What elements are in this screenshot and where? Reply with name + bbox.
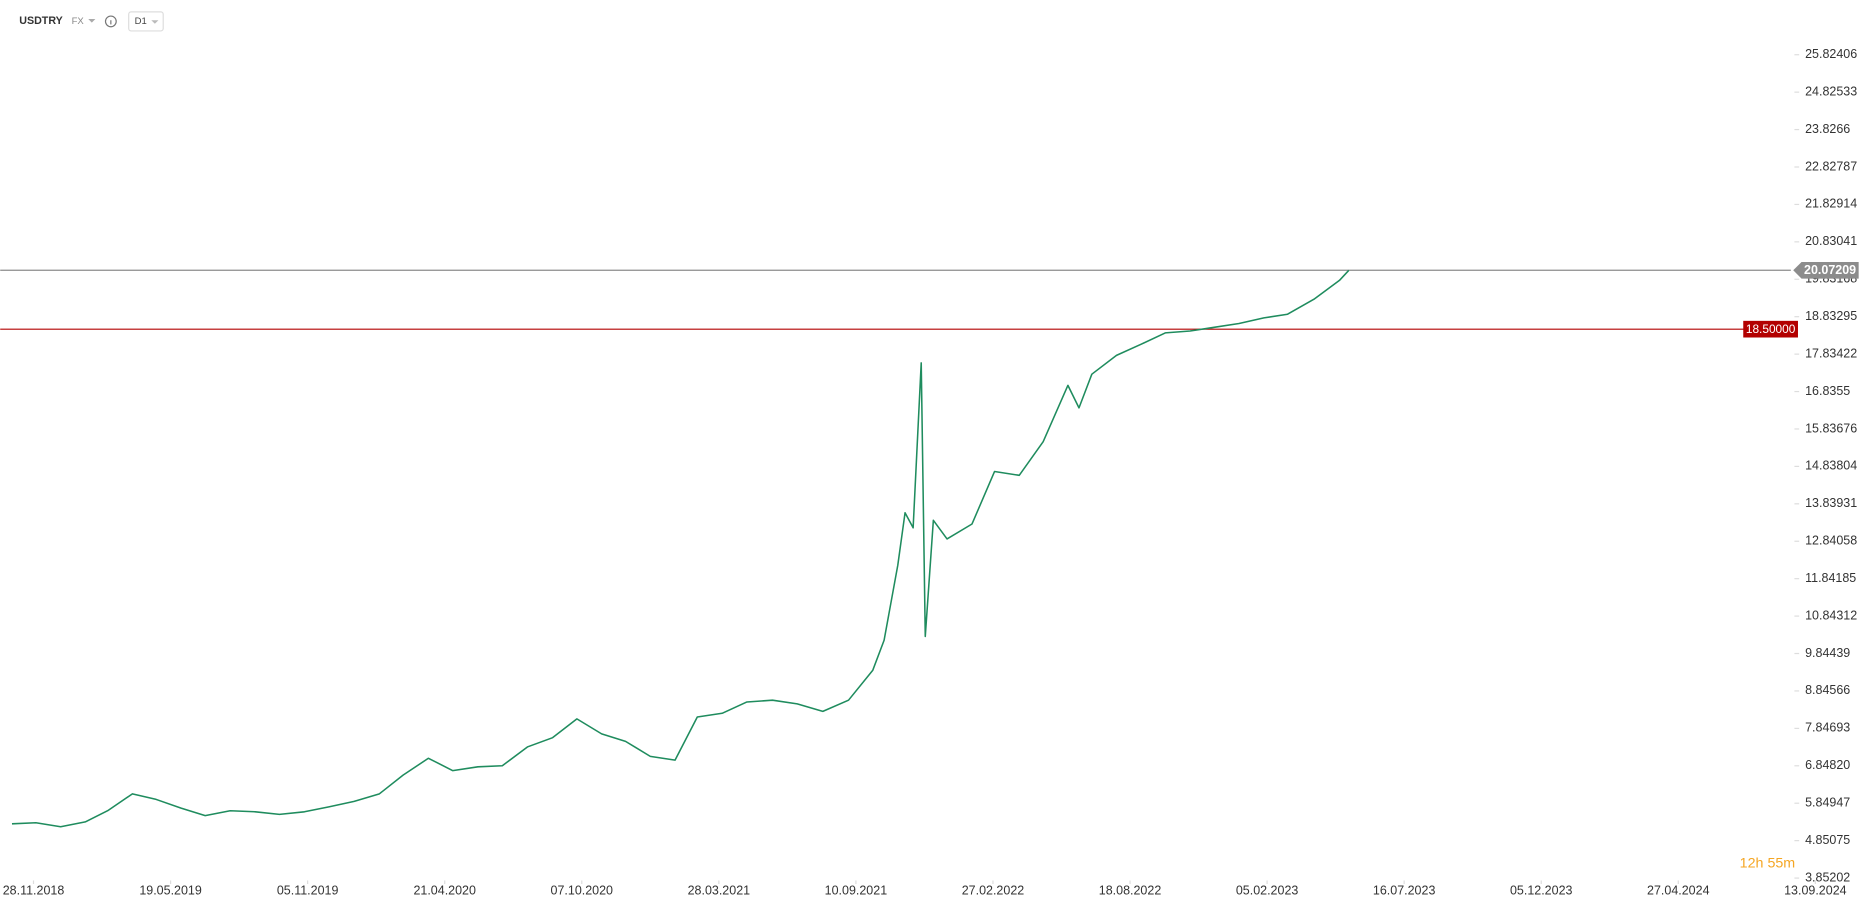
market: FX [72, 16, 85, 27]
x-tick-label: 16.07.2023 [1373, 883, 1436, 897]
x-tick-label: 05.12.2023 [1510, 883, 1573, 897]
y-tick-label: 10.84312 [1805, 608, 1857, 622]
price-label: 18.50000 [1746, 322, 1796, 336]
interval: D1 [135, 16, 147, 27]
x-tick-label: 05.02.2023 [1236, 883, 1299, 897]
y-tick-label: 6.84820 [1805, 758, 1850, 772]
y-tick-label: 7.84693 [1805, 721, 1850, 735]
x-tick-label: 27.02.2022 [962, 883, 1025, 897]
y-tick-label: 21.82914 [1805, 197, 1857, 211]
dropdown-arrow[interactable] [88, 19, 96, 23]
interval-select[interactable] [128, 11, 164, 32]
price-label-box [1743, 320, 1798, 338]
x-tick-label: 28.03.2021 [688, 883, 751, 897]
price-label: 20.07209 [1804, 263, 1856, 277]
y-tick-label: 20.83041 [1805, 234, 1857, 248]
y-tick-label: 22.82787 [1805, 159, 1857, 173]
y-tick-label: 25.82406 [1805, 47, 1857, 61]
countdown: 12h 55m [1740, 856, 1796, 872]
y-tick-label: 4.85075 [1805, 833, 1850, 847]
y-tick-label: 12.84058 [1805, 534, 1857, 548]
y-tick-label: 13.83931 [1805, 496, 1857, 510]
y-tick-label: 16.8355 [1805, 384, 1850, 398]
price-label-box [1793, 261, 1859, 279]
toolbar: USDTRY FX D1 [19, 11, 164, 32]
x-tick-label: 19.05.2019 [139, 883, 202, 897]
x-tick-label: 10.09.2021 [825, 883, 888, 897]
y-tick-label: 11.84185 [1805, 571, 1856, 585]
y-tick-label: 5.84947 [1805, 796, 1850, 810]
x-tick-label: 21.04.2020 [413, 883, 476, 897]
y-tick-label: 14.83804 [1805, 459, 1857, 473]
y-tick-label: 17.83422 [1805, 346, 1857, 360]
symbol[interactable]: USDTRY [19, 15, 63, 27]
x-tick-label: 07.10.2020 [551, 883, 614, 897]
x-tick-label: 13.09.2024 [1784, 883, 1847, 897]
x-tick-label: 05.11.2019 [277, 883, 339, 897]
y-tick-label: 23.8266 [1805, 122, 1850, 136]
y-tick-label: 3.85202 [1805, 870, 1850, 884]
x-tick-label: 27.04.2024 [1647, 883, 1710, 897]
x-tick-label: 28.11.2018 [3, 883, 65, 897]
y-tick-label: 9.84439 [1805, 646, 1850, 660]
y-tick-label: 24.82533 [1805, 84, 1857, 98]
y-tick-label: 8.84566 [1805, 683, 1850, 697]
dropdown-arrow [151, 20, 159, 24]
y-tick-label: 15.83676 [1805, 421, 1857, 435]
x-tick-label: 18.08.2022 [1099, 883, 1162, 897]
info-icon[interactable] [104, 15, 117, 28]
y-tick-label: 18.83295 [1805, 309, 1857, 323]
price-line-series [11, 269, 1350, 828]
